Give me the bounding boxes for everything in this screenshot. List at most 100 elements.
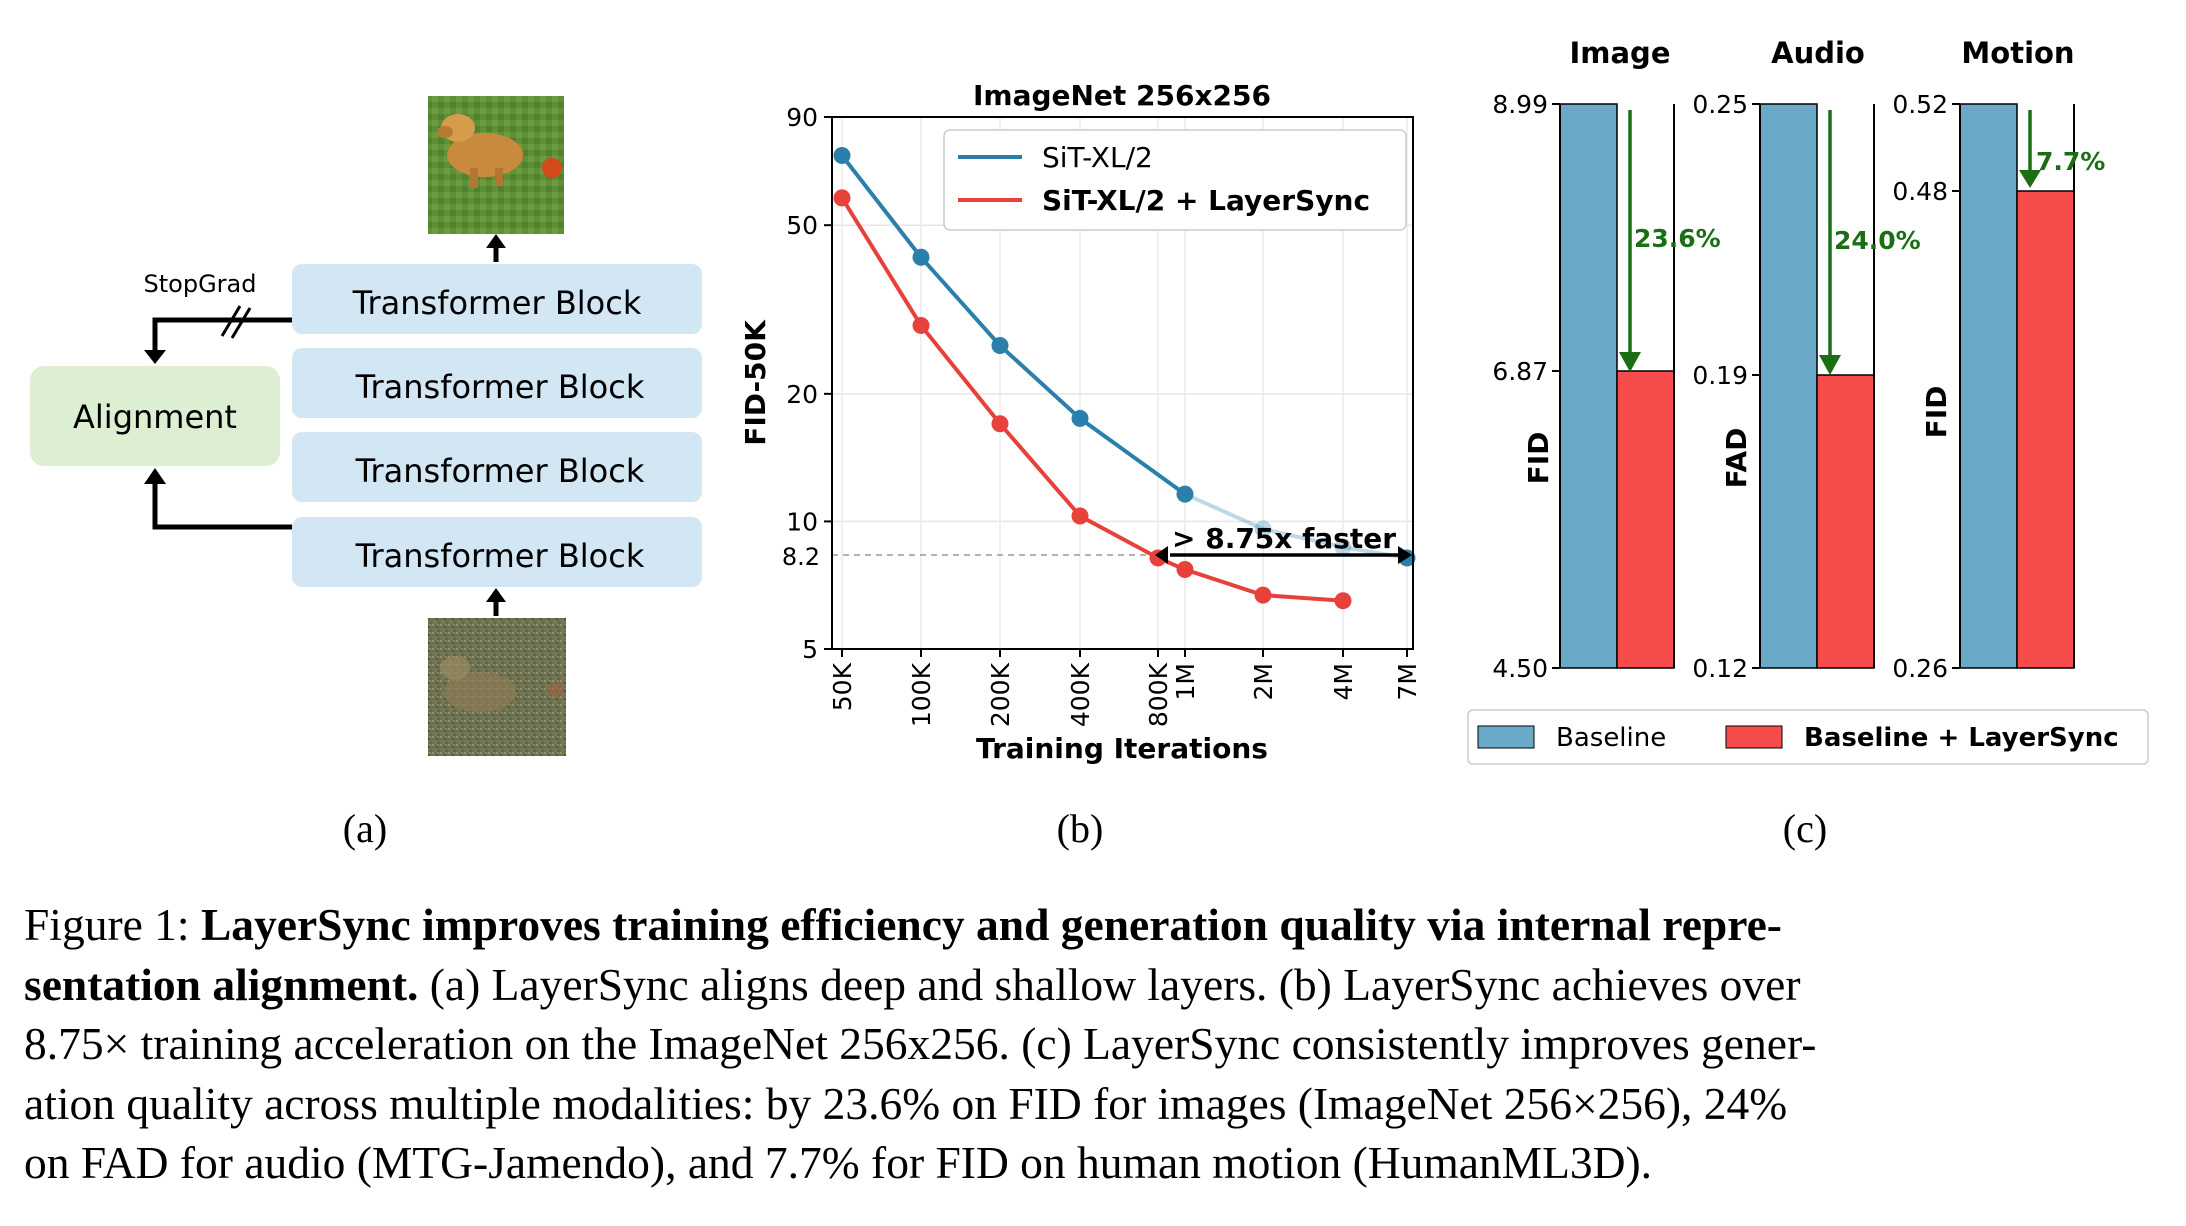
point-sit: [1176, 485, 1194, 503]
point-sit: [1334, 538, 1352, 556]
bar-legend: Baseline Baseline + LayerSync: [1467, 709, 2149, 765]
y-tick-label: 10: [786, 507, 818, 536]
point-sit: [1254, 520, 1272, 538]
transformer-block-3: [292, 348, 702, 418]
y-tick-label: 20: [786, 380, 818, 409]
improvement-label: 23.6%: [1634, 224, 1721, 253]
x-tick-label: 4M: [1329, 663, 1358, 700]
caption-bold-2: sentation alignment.: [24, 958, 419, 1010]
bar-baseline: [1559, 103, 1618, 669]
point-sit: [1071, 409, 1089, 427]
x-tick-label: 2M: [1249, 663, 1278, 700]
transformer-block-label: Transformer Block: [355, 537, 645, 575]
y-axis-label: FAD: [1720, 428, 1753, 489]
x-tick-label: 400K: [1066, 662, 1095, 727]
x-tick-label: 800K: [1144, 662, 1173, 727]
bar-baseline: [1759, 103, 1818, 669]
legend-sit: SiT-XL/2: [1042, 141, 1153, 174]
legend-baseline: Baseline: [1556, 723, 1666, 753]
x-tick-label: 200K: [986, 662, 1015, 727]
y-tick: 0.19: [1692, 361, 1748, 390]
point-layersync: [1176, 561, 1194, 579]
series-line-layersync: [840, 196, 1344, 603]
point-layersync: [1334, 592, 1352, 610]
bar-baseline: [1959, 103, 2018, 669]
transformer-block-2: [292, 432, 702, 502]
panel-label-a: (a): [342, 806, 388, 851]
noisy-dog-image: [428, 618, 566, 756]
caption-line-2: sentation alignment. (a) LayerSync align…: [24, 955, 2159, 1015]
bar-layersync: [1616, 370, 1675, 669]
x-tick-label: 50K: [828, 662, 857, 711]
panel-label-b: (b): [1056, 806, 1104, 851]
point-sit: [912, 248, 930, 266]
alignment-label: Alignment: [73, 398, 237, 436]
y-tick: 8.99: [1492, 90, 1548, 119]
x-axis-label: Training Iterations: [976, 732, 1268, 765]
audio-bar-chart: Audio 0.25 0.19 0.12 FAD 24.0%: [1692, 36, 1920, 683]
x-tick-label: 7M: [1393, 663, 1422, 700]
caption-line-3: 8.75× training acceleration on the Image…: [24, 1018, 1817, 1069]
caption-rest-2: (a) LayerSync aligns deep and shallow la…: [418, 958, 1801, 1010]
y-axis-label: FID: [1920, 386, 1953, 439]
y-tick-label: 90: [786, 103, 818, 132]
caption-label: Figure 1:: [24, 899, 201, 950]
y-axis-label: FID: [1522, 432, 1555, 485]
chart-title: Image: [1569, 36, 1670, 70]
clean-dog-image: [428, 96, 564, 234]
motion-bar-chart: Motion 0.52 0.48 0.26 FID 7.7%: [1892, 36, 2105, 683]
ref-line-label: 8.2: [782, 543, 820, 571]
y-tick: 0.52: [1892, 90, 1948, 119]
y-tick: 0.48: [1892, 177, 1948, 206]
chart-title: Audio: [1771, 36, 1865, 70]
point-layersync: [912, 316, 930, 334]
y-tick: 6.87: [1492, 357, 1548, 386]
x-tick-label: 1M: [1171, 663, 1200, 700]
improvement-label: 24.0%: [1834, 226, 1921, 255]
improvement-label: 7.7%: [2036, 147, 2105, 176]
stopgrad-label: StopGrad: [144, 270, 257, 298]
bar-layersync: [2016, 190, 2075, 669]
chart-title: ImageNet 256x256: [973, 79, 1271, 112]
transformer-block-label: Transformer Block: [352, 284, 642, 322]
y-tick: 4.50: [1492, 654, 1548, 683]
transformer-block-label: Transformer Block: [355, 452, 645, 490]
x-tick-label: 100K: [907, 662, 936, 727]
figure-caption: Figure 1: LayerSync improves training ef…: [24, 895, 2159, 1193]
point-sit: [991, 337, 1009, 355]
legend-sit-layersync: SiT-XL/2 + LayerSync: [1042, 184, 1370, 217]
plot-frame: [831, 116, 1414, 650]
caption-line-1: Figure 1: LayerSync improves training ef…: [24, 895, 2159, 955]
y-tick: 0.12: [1692, 654, 1748, 683]
bar-layersync: [1816, 374, 1875, 669]
y-tick: 0.26: [1892, 654, 1948, 683]
line-legend: SiT-XL/2 SiT-XL/2 + LayerSync: [943, 129, 1407, 231]
panel-label-c: (c): [1782, 806, 1828, 851]
y-tick-label: 50: [786, 211, 818, 240]
caption-line-5: on FAD for audio (MTG-Jamendo), and 7.7%…: [24, 1137, 1653, 1188]
speedup-annotation: > 8.75x faster: [1172, 522, 1396, 555]
image-bar-chart: Image 8.99 6.87 4.50 FID 23.6%: [1492, 36, 1720, 683]
point-layersync: [991, 415, 1009, 433]
series-line-sit-faded: [1184, 492, 1408, 560]
y-axis-label: FID-50K: [739, 319, 772, 446]
transformer-block-4: [292, 264, 702, 334]
caption-line-4: ation quality across multiple modalities…: [24, 1077, 1788, 1129]
y-tick-label: 5: [802, 635, 818, 664]
transformer-block-label: Transformer Block: [355, 368, 645, 406]
legend-swatch-baseline: [1477, 725, 1535, 749]
point-layersync: [1254, 586, 1272, 604]
point-layersync: [1071, 507, 1089, 525]
point-layersync: [833, 189, 851, 207]
point-sit: [833, 147, 851, 165]
architecture-diagram: Transformer Block Transformer Block Tran…: [30, 96, 702, 756]
transformer-block-1: [292, 517, 702, 587]
chart-title: Motion: [1961, 36, 2074, 70]
legend-swatch-layersync: [1725, 725, 1783, 749]
modality-bar-charts: Image 8.99 6.87 4.50 FID 23.6% Audio 0.2…: [1467, 36, 2149, 765]
legend-layersync: Baseline + LayerSync: [1804, 723, 2119, 753]
caption-bold-1: LayerSync improves training efficiency a…: [200, 899, 1782, 950]
alignment-box: [30, 366, 280, 466]
y-tick: 0.25: [1692, 90, 1748, 119]
